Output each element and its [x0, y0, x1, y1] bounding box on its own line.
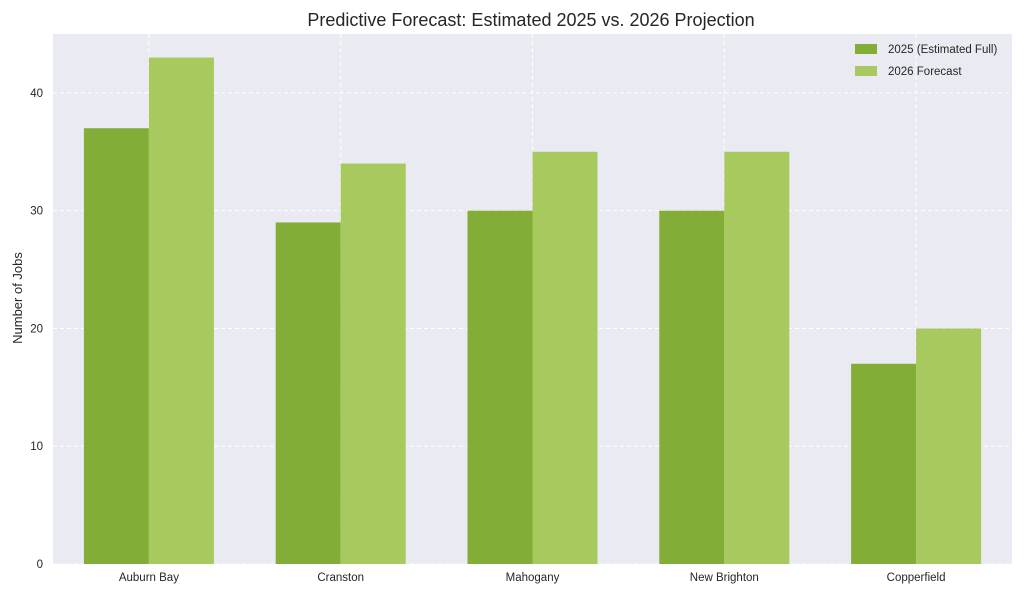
bar — [851, 363, 917, 564]
x-tick-label: New Brighton — [690, 572, 759, 584]
x-tick-label: Mahogany — [506, 572, 560, 584]
bars — [83, 57, 982, 565]
chart-title: Predictive Forecast: Estimated 2025 vs. … — [307, 10, 754, 30]
bar — [916, 328, 982, 564]
x-tick-label: Cranston — [317, 572, 364, 584]
y-tick-label: 30 — [30, 206, 43, 218]
x-axis-ticks: Auburn Bay Cranston Mahogany New Brighton Co… — [119, 572, 946, 584]
y-tick-label: 40 — [30, 88, 43, 100]
y-axis-ticks: 0 10 20 30 40 — [30, 88, 43, 571]
x-tick-label: Auburn Bay — [119, 572, 179, 584]
legend-label: 2026 Forecast — [888, 66, 962, 78]
x-tick-label: Copperfield — [887, 572, 946, 584]
bar — [275, 222, 341, 564]
bar — [659, 210, 725, 564]
bar — [724, 151, 790, 564]
bar — [83, 128, 149, 564]
bar — [532, 151, 598, 564]
bar — [467, 210, 533, 564]
y-tick-label: 10 — [30, 441, 43, 453]
legend-swatch — [855, 66, 877, 76]
legend-label: 2025 (Estimated Full) — [888, 44, 997, 56]
bar — [148, 57, 214, 565]
y-axis-label: Number of Jobs — [10, 252, 25, 344]
y-tick-label: 0 — [37, 559, 43, 571]
legend: 2025 (Estimated Full) 2026 Forecast — [855, 44, 997, 78]
legend-swatch — [855, 44, 877, 54]
bar — [340, 163, 406, 565]
y-tick-label: 20 — [30, 323, 43, 335]
